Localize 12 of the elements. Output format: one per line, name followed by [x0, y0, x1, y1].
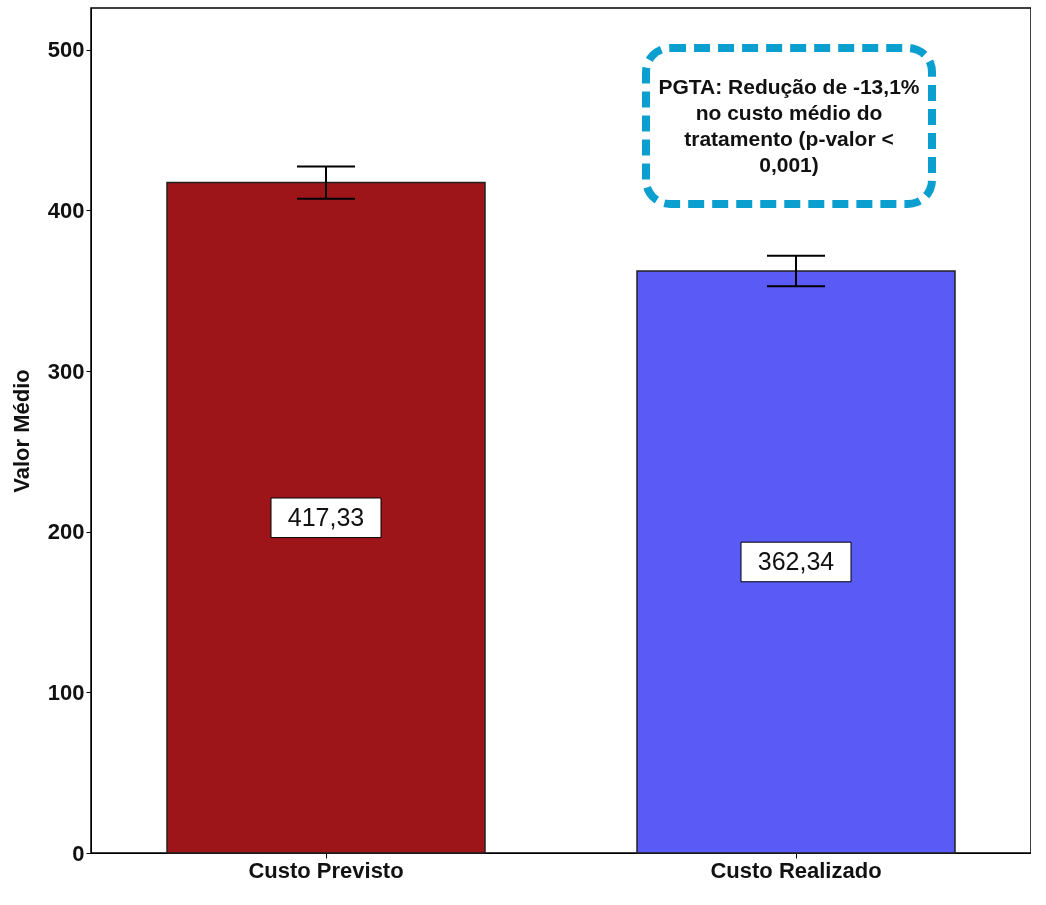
dashed-callout-box: PGTA: Redução de -13,1% no custo médio do tratamento (p-valor < 0,001)	[642, 44, 936, 208]
x-tick-label: Custo Realizado	[710, 857, 882, 883]
x-tick-label: Custo Previsto	[248, 857, 404, 883]
y-tick-label: 0	[72, 840, 85, 866]
data-label: 362,34	[757, 546, 835, 575]
y-tick-label: 500	[47, 37, 85, 63]
y-tick-label: 200	[47, 519, 85, 545]
data-label: 417,33	[287, 502, 365, 531]
y-tick-label: 300	[47, 358, 85, 384]
y-axis-title: Valor Médio	[8, 369, 34, 493]
y-tick-label: 400	[47, 197, 85, 223]
y-tick-label: 100	[47, 679, 85, 705]
